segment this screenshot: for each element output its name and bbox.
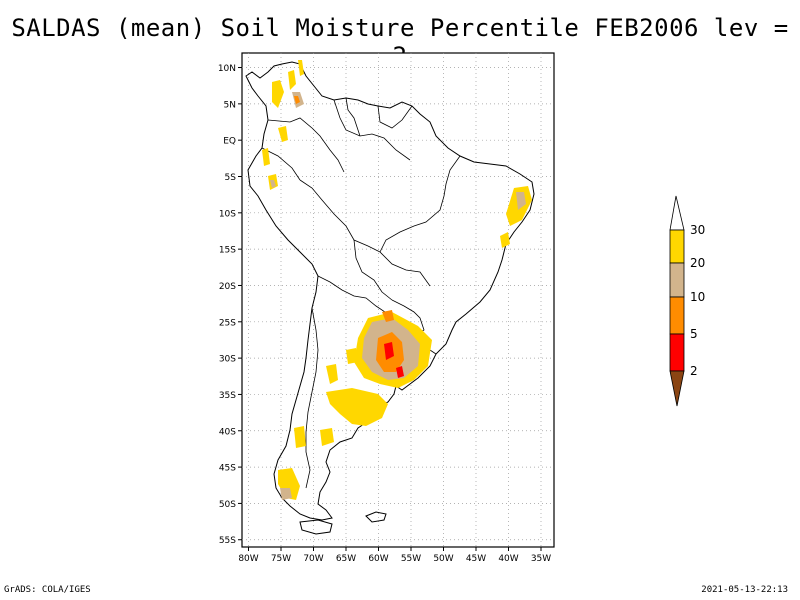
lon-tick-label: 60W (368, 554, 388, 564)
shade-20-30 (262, 148, 270, 166)
shade-20-30 (346, 348, 358, 364)
legend-swatch-above-30 (669, 195, 685, 231)
lat-tick-label: 10N (218, 64, 236, 74)
legend-swatch-10-20 (669, 262, 685, 298)
lat-tick-label: 30S (219, 355, 236, 365)
shade-20-30 (294, 426, 306, 448)
shade-20-30 (272, 80, 284, 108)
lon-tick-label: 75W (271, 554, 291, 564)
tierra-del-fuego (299, 519, 333, 535)
lat-tick-label: 40S (219, 427, 236, 437)
falkland-islands (365, 511, 387, 523)
shade-20-30 (288, 70, 296, 90)
shade-20-30 (326, 364, 338, 384)
legend-label-5: 5 (690, 327, 698, 341)
footer-credit: GrADS: COLA/IGES (4, 585, 91, 595)
lat-tick-label: 45S (219, 464, 236, 474)
lat-tick-label: 25S (219, 318, 236, 328)
lat-tick-label: 55S (219, 536, 236, 546)
lon-tick-label: 50W (433, 554, 453, 564)
shade-20-30 (320, 428, 334, 446)
legend-swatch-2-5 (669, 333, 685, 372)
shade-5-10 (382, 310, 394, 322)
lat-tick-label: 35S (219, 391, 236, 401)
lat-tick-label: EQ (223, 137, 236, 147)
lon-tick-label: 70W (303, 554, 323, 564)
legend-label-30: 30 (690, 223, 705, 237)
shade-20-30 (500, 232, 510, 248)
shade-20-30 (298, 60, 304, 76)
legend-label-10: 10 (690, 290, 705, 304)
shade-10-20 (280, 488, 292, 500)
lat-tick-label: 10S (219, 209, 236, 219)
shade-10-20 (516, 192, 526, 210)
lon-tick-label: 55W (401, 554, 421, 564)
footer-timestamp: 2021-05-13-22:13 (701, 585, 788, 595)
colorbar-legend: 30 20 10 5 2 (669, 195, 705, 407)
map-title: SALDAS (mean) Soil Moisture Percentile F… (11, 14, 789, 70)
latitude-axis: 10N 5N EQ 5S 10S 15S 20S 25S 30S 35S 40S 45S 50S 55S (218, 64, 242, 546)
shade-10-20 (270, 180, 276, 188)
lon-tick-label: 35W (531, 554, 551, 564)
lon-tick-label: 45W (466, 554, 486, 564)
lat-tick-label: 5S (225, 173, 237, 183)
map-frame (241, 52, 555, 548)
lat-tick-label: 15S (219, 246, 236, 256)
legend-swatch-20-30 (669, 229, 685, 264)
shade-20-30 (278, 126, 288, 142)
legend-swatch-5-10 (669, 296, 685, 335)
lat-tick-label: 5N (224, 100, 236, 110)
shade-2-5 (384, 342, 394, 360)
shade-5-10 (294, 96, 300, 104)
lon-tick-label: 40W (498, 554, 518, 564)
legend-label-2: 2 (690, 364, 698, 378)
legend-swatch-below-2 (669, 370, 685, 407)
shade-20-30 (326, 388, 388, 426)
country-borders (261, 97, 461, 489)
lon-tick-label: 65W (336, 554, 356, 564)
percentile-shading (262, 60, 532, 500)
lon-tick-label: 80W (238, 554, 258, 564)
legend-label-20: 20 (690, 256, 705, 270)
longitude-axis: 80W 75W 70W 65W 60W 55W 50W 45W 40W 35W (238, 547, 551, 564)
shade-2-5 (396, 366, 404, 378)
lat-tick-label: 50S (219, 500, 236, 510)
lat-tick-label: 20S (219, 282, 236, 292)
